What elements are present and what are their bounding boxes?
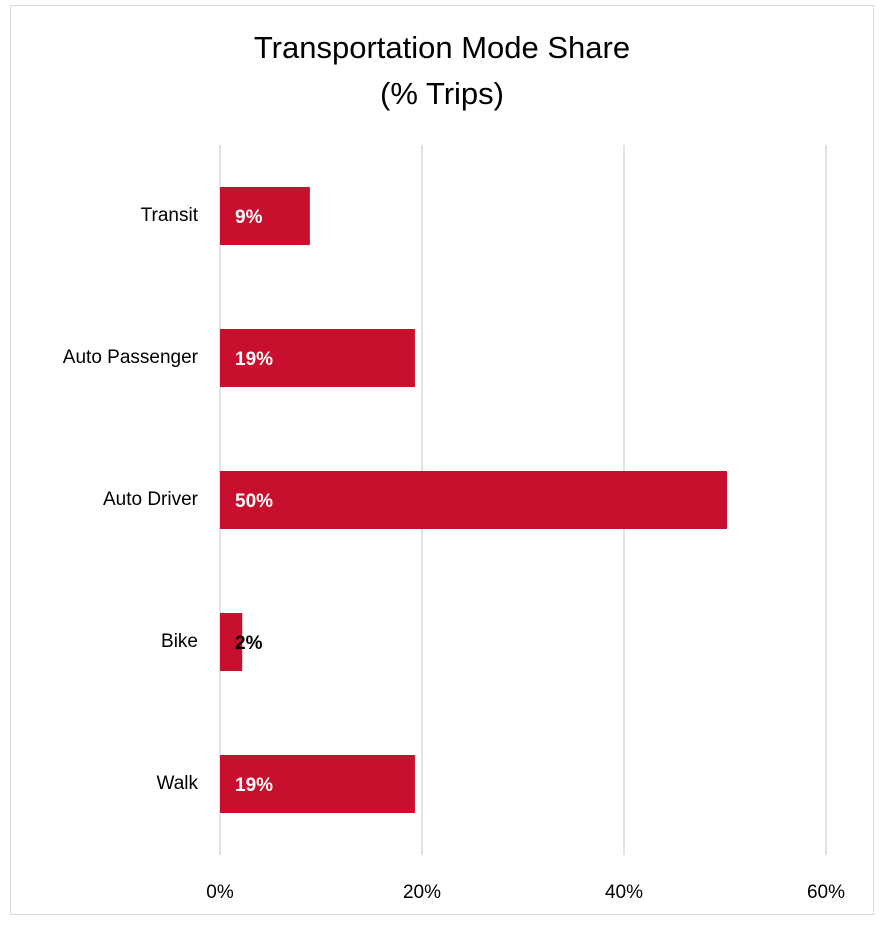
- bar: [220, 613, 243, 671]
- y-tick-label: Auto Driver: [103, 489, 199, 510]
- data-label: 19%: [235, 775, 273, 796]
- y-tick-label: Bike: [161, 631, 198, 652]
- y-tick-label: Walk: [156, 773, 198, 794]
- chart-frame: [10, 5, 874, 915]
- x-tick-label: 40%: [605, 882, 643, 903]
- y-tick-label: Transit: [141, 205, 199, 226]
- bar: [220, 187, 310, 245]
- data-label: 2%: [235, 633, 263, 654]
- y-tick-label: Auto Passenger: [63, 347, 199, 368]
- bar: [220, 755, 415, 813]
- chart-subtitle: (% Trips): [380, 76, 504, 111]
- data-label: 50%: [235, 491, 273, 512]
- x-tick-label: 0%: [206, 882, 234, 903]
- data-label: 19%: [235, 349, 273, 370]
- data-label: 9%: [235, 207, 263, 228]
- chart-title: Transportation Mode Share: [254, 30, 630, 65]
- bar: [220, 329, 415, 387]
- x-tick-label: 60%: [807, 882, 845, 903]
- x-tick-label: 20%: [403, 882, 441, 903]
- bar: [220, 471, 728, 529]
